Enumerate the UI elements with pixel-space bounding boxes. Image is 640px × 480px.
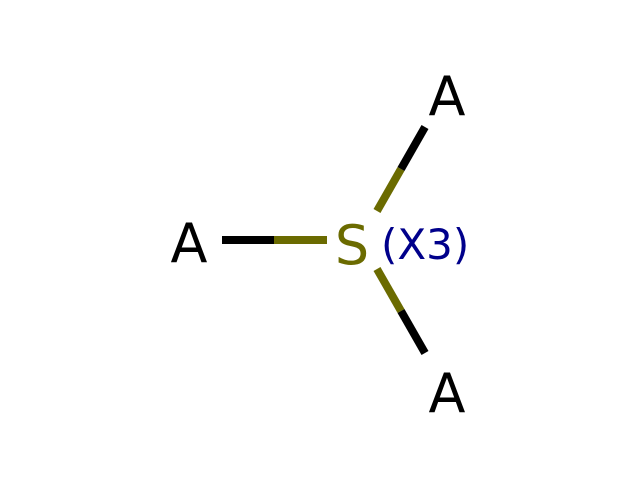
atom-label-left: A [171,212,208,275]
bond-top-right [373,125,429,213]
central-atom-label: S [335,214,369,277]
atom-label-bottom-right: A [429,362,466,425]
bond-bottom-right [373,267,429,355]
atom-label-top-right: A [429,65,466,128]
central-atom-annotation: (X3) [381,220,469,269]
